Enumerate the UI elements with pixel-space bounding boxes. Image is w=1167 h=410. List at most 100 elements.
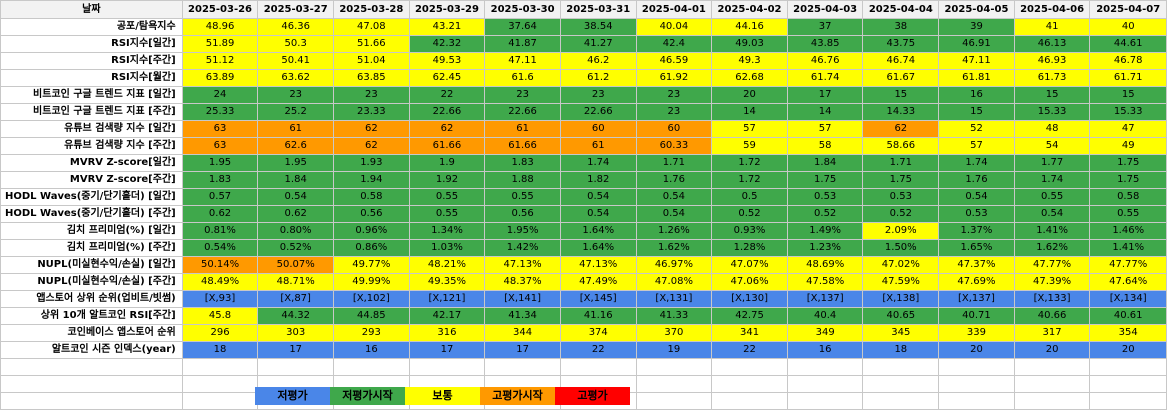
value-cell[interactable]: 1.23% [786, 239, 864, 257]
value-cell[interactable]: 1.03% [408, 239, 486, 257]
row-label[interactable]: MVRV Z-score[일간] [0, 154, 183, 172]
header-date-cell[interactable]: 2025-04-01 [635, 0, 713, 19]
value-cell[interactable]: 0.54 [635, 188, 713, 206]
value-cell[interactable]: 42.32 [408, 35, 486, 53]
value-cell[interactable]: 43.21 [408, 18, 486, 36]
value-cell[interactable]: 0.96% [333, 222, 410, 240]
value-cell[interactable]: 1.50% [862, 239, 940, 257]
value-cell[interactable]: 62.68 [711, 69, 788, 87]
value-cell[interactable]: 40.61 [1089, 307, 1167, 325]
value-cell[interactable]: 40.04 [635, 18, 713, 36]
value-cell[interactable]: 61.81 [938, 69, 1015, 87]
value-cell[interactable]: 49.03 [711, 35, 788, 53]
value-cell[interactable]: 14 [711, 103, 788, 121]
value-cell[interactable]: 374 [559, 324, 637, 342]
empty-cell[interactable] [635, 392, 713, 410]
row-label[interactable]: 김치 프리미엄(%) [일간] [0, 222, 183, 240]
value-cell[interactable]: 60 [635, 120, 713, 138]
empty-cell[interactable] [181, 392, 259, 410]
value-cell[interactable]: 57 [711, 120, 788, 138]
value-cell[interactable]: 0.53 [862, 188, 940, 206]
header-date-cell[interactable]: 2025-04-06 [1013, 0, 1091, 19]
value-cell[interactable]: 48.37% [484, 273, 561, 291]
value-cell[interactable]: 61 [484, 120, 561, 138]
empty-cell[interactable] [1089, 358, 1167, 376]
header-date-cell[interactable]: 2025-04-07 [1089, 0, 1167, 19]
value-cell[interactable]: 47.77% [1013, 256, 1091, 274]
value-cell[interactable]: 1.94 [333, 171, 410, 189]
empty-cell[interactable] [408, 358, 486, 376]
value-cell[interactable]: 0.81% [181, 222, 259, 240]
empty-cell[interactable] [1013, 375, 1091, 393]
value-cell[interactable]: 51.12 [181, 52, 259, 70]
value-cell[interactable]: 1.72 [711, 171, 788, 189]
value-cell[interactable]: 17 [257, 341, 334, 359]
value-cell[interactable]: 2.09% [862, 222, 940, 240]
value-cell[interactable]: 0.54 [559, 205, 637, 223]
value-cell[interactable]: 40.71 [938, 307, 1015, 325]
value-cell[interactable]: 1.82 [559, 171, 637, 189]
value-cell[interactable]: 1.72 [711, 154, 788, 172]
value-cell[interactable]: 20 [1013, 341, 1091, 359]
value-cell[interactable]: [X,133] [1013, 290, 1091, 308]
value-cell[interactable]: 61.66 [408, 137, 486, 155]
header-date-cell[interactable]: 2025-04-03 [786, 0, 864, 19]
value-cell[interactable]: 1.74 [938, 154, 1015, 172]
value-cell[interactable]: 41 [1013, 18, 1091, 36]
value-cell[interactable]: 47.07% [711, 256, 788, 274]
empty-cell[interactable] [711, 392, 788, 410]
value-cell[interactable]: 44.61 [1089, 35, 1167, 53]
value-cell[interactable]: 0.55 [408, 188, 486, 206]
value-cell[interactable]: 58.66 [862, 137, 940, 155]
value-cell[interactable]: 16 [333, 341, 410, 359]
value-cell[interactable]: 49.35% [408, 273, 486, 291]
value-cell[interactable]: 23.33 [333, 103, 410, 121]
value-cell[interactable]: 22 [559, 341, 637, 359]
value-cell[interactable]: 42.17 [408, 307, 486, 325]
value-cell[interactable]: 17 [408, 341, 486, 359]
value-cell[interactable]: 46.2 [559, 52, 637, 70]
value-cell[interactable]: 19 [635, 341, 713, 359]
value-cell[interactable]: 1.26% [635, 222, 713, 240]
value-cell[interactable]: 0.54 [559, 188, 637, 206]
value-cell[interactable]: 296 [181, 324, 259, 342]
value-cell[interactable]: 14.33 [862, 103, 940, 121]
value-cell[interactable]: 24 [181, 86, 259, 104]
empty-cell[interactable] [0, 358, 183, 376]
value-cell[interactable]: 47.37% [938, 256, 1015, 274]
value-cell[interactable]: 62 [862, 120, 940, 138]
value-cell[interactable]: 41.33 [635, 307, 713, 325]
value-cell[interactable]: 61.67 [862, 69, 940, 87]
value-cell[interactable]: 1.83 [484, 154, 561, 172]
value-cell[interactable]: 1.75 [1089, 171, 1167, 189]
value-cell[interactable]: 1.46% [1089, 222, 1167, 240]
value-cell[interactable]: 18 [862, 341, 940, 359]
value-cell[interactable]: 38.54 [559, 18, 637, 36]
value-cell[interactable]: 16 [786, 341, 864, 359]
row-label[interactable]: 유튜브 검색량 지수 [일간] [0, 120, 183, 138]
value-cell[interactable]: 49.3 [711, 52, 788, 70]
header-date-cell[interactable]: 2025-03-30 [484, 0, 561, 19]
value-cell[interactable]: 0.54 [635, 205, 713, 223]
value-cell[interactable]: 293 [333, 324, 410, 342]
value-cell[interactable]: 14 [786, 103, 864, 121]
value-cell[interactable]: 38 [862, 18, 940, 36]
value-cell[interactable]: 0.56 [333, 205, 410, 223]
value-cell[interactable]: 62.45 [408, 69, 486, 87]
empty-cell[interactable] [938, 375, 1015, 393]
empty-cell[interactable] [635, 375, 713, 393]
value-cell[interactable]: 62 [333, 137, 410, 155]
value-cell[interactable]: 1.41% [1089, 239, 1167, 257]
value-cell[interactable]: 17 [484, 341, 561, 359]
empty-cell[interactable] [938, 392, 1015, 410]
value-cell[interactable]: [X,121] [408, 290, 486, 308]
value-cell[interactable]: [X,102] [333, 290, 410, 308]
value-cell[interactable]: 1.74 [559, 154, 637, 172]
value-cell[interactable]: 370 [635, 324, 713, 342]
value-cell[interactable]: 61.92 [635, 69, 713, 87]
value-cell[interactable]: 57 [786, 120, 864, 138]
value-cell[interactable]: 47.08 [333, 18, 410, 36]
value-cell[interactable]: 1.95 [181, 154, 259, 172]
value-cell[interactable]: 20 [711, 86, 788, 104]
value-cell[interactable]: 46.74 [862, 52, 940, 70]
